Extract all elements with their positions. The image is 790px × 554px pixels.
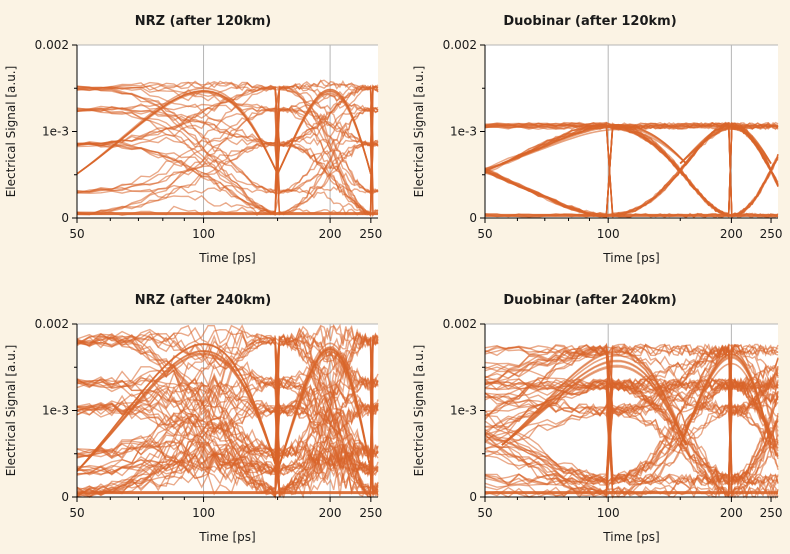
trace	[76, 323, 379, 348]
y-axis-label: Electrical Signal [a.u.]	[4, 66, 18, 198]
trace	[484, 379, 779, 418]
trace	[76, 86, 379, 194]
trace	[484, 345, 779, 414]
trace	[76, 85, 379, 112]
eye-arc	[76, 349, 279, 472]
x-tick-label: 200	[319, 227, 342, 241]
trace	[76, 85, 379, 146]
eye-arc	[276, 88, 372, 175]
trace	[484, 126, 779, 216]
y-tick-label: 0	[469, 490, 477, 504]
y-tick-label: 0	[61, 490, 69, 504]
eye-arc	[501, 364, 687, 446]
trace-group	[484, 342, 779, 500]
eye-arc	[501, 126, 687, 165]
y-tick-label: 0.002	[443, 38, 477, 52]
eye-arc	[76, 91, 279, 175]
trace	[484, 124, 779, 131]
x-axis-label: Time [ps]	[198, 251, 255, 265]
trace	[76, 330, 378, 388]
trace	[76, 84, 379, 147]
x-tick-label: 50	[477, 227, 492, 241]
trace	[484, 345, 779, 487]
x-tick-label: 200	[720, 506, 743, 520]
y-axis-label: Electrical Signal [a.u.]	[4, 345, 18, 477]
trace	[77, 107, 379, 195]
x-tick-label: 100	[597, 506, 620, 520]
x-tick-label: 250	[359, 506, 382, 520]
x-tick-label: 100	[597, 227, 620, 241]
trace-group	[76, 323, 379, 500]
eye-arc	[679, 124, 772, 165]
chart-title: Duobinar (after 240km)	[503, 293, 676, 308]
y-tick-label: 1e-3	[450, 125, 477, 139]
y-tick-label: 0.002	[443, 317, 477, 331]
x-tick-label: 100	[192, 227, 215, 241]
x-tick-label: 200	[720, 227, 743, 241]
trace	[76, 107, 379, 146]
chart-title: Duobinar (after 120km)	[503, 14, 676, 29]
y-tick-label: 0.002	[35, 317, 69, 331]
x-tick-label: 50	[69, 227, 84, 241]
trace	[76, 108, 379, 218]
eye-arc	[501, 128, 687, 165]
trace	[484, 405, 779, 496]
trace	[76, 436, 379, 475]
trace	[76, 107, 379, 216]
y-tick-label: 1e-3	[42, 125, 69, 139]
trace-group	[484, 121, 779, 219]
y-tick-label: 1e-3	[450, 404, 477, 418]
trace	[484, 380, 779, 488]
chart-panel-4: 50 100 200 250 0 1e-3 0.002 Duobinar (after 240…	[412, 293, 782, 544]
trace	[484, 471, 779, 487]
chart-panel-2: 50 100 200 250 0 1e-3 0.002 Duobinar (after 120…	[412, 14, 782, 265]
chart-panel-3: 50 100 200 250 0 1e-3 0.002 NRZ (after 240km) Ti…	[4, 293, 382, 544]
x-axis-label: Time [ps]	[602, 251, 659, 265]
trace-group	[76, 79, 379, 218]
x-axis-label: Time [ps]	[198, 530, 255, 544]
eye-arc	[501, 354, 687, 446]
x-tick-label: 250	[760, 506, 783, 520]
x-tick-label: 250	[760, 227, 783, 241]
y-tick-label: 0	[61, 211, 69, 225]
trace	[76, 332, 379, 416]
y-tick-label: 1e-3	[42, 404, 69, 418]
trace	[76, 324, 379, 347]
trace	[484, 343, 779, 358]
x-tick-label: 200	[319, 506, 342, 520]
trace	[76, 142, 379, 193]
x-tick-label: 50	[69, 506, 84, 520]
trace	[76, 375, 379, 498]
y-axis-label: Electrical Signal [a.u.]	[412, 345, 426, 477]
chart-title: NRZ (after 120km)	[135, 14, 271, 29]
trace	[484, 405, 779, 486]
x-tick-label: 50	[477, 506, 492, 520]
trace	[484, 345, 779, 416]
trace	[76, 328, 379, 388]
trace	[484, 345, 779, 483]
trace	[484, 407, 779, 497]
y-tick-label: 0.002	[35, 38, 69, 52]
trace	[76, 83, 379, 215]
trace	[76, 400, 379, 459]
x-axis-label: Time [ps]	[602, 530, 659, 544]
y-tick-label: 0	[469, 211, 477, 225]
chart-title: NRZ (after 240km)	[135, 293, 271, 308]
chart-panel-1: 50 100 200 250 0 1e-3 0.002 NRZ (after 120km) Ti…	[4, 14, 382, 265]
x-tick-label: 250	[359, 227, 382, 241]
trace	[484, 121, 779, 130]
eye-arc	[76, 343, 279, 472]
eye-arc	[276, 342, 372, 472]
trace	[76, 84, 379, 147]
eye-arc	[679, 362, 772, 446]
eye-arc	[501, 351, 687, 446]
trace	[76, 84, 379, 196]
eye-arc	[501, 360, 687, 446]
trace	[76, 405, 379, 498]
y-axis-label: Electrical Signal [a.u.]	[412, 66, 426, 198]
eye-arc	[679, 353, 772, 446]
x-tick-label: 100	[192, 506, 215, 520]
trace	[76, 136, 379, 148]
